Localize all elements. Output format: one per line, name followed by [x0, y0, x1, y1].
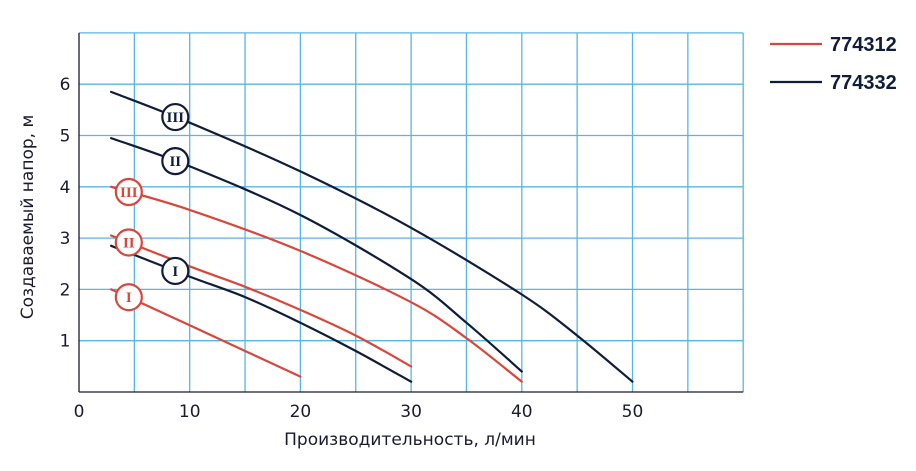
- legend: 774312 774332: [770, 34, 897, 94]
- legend-label: 774312: [830, 34, 897, 56]
- badge-774332-iii: III: [161, 102, 190, 132]
- x-tick-labels: 0 10 20 30 40 50: [74, 402, 644, 422]
- badge-label: III: [120, 185, 138, 201]
- badge-label: II: [169, 154, 181, 170]
- badge-label: II: [123, 235, 135, 251]
- axes: [78, 32, 744, 393]
- badge-circle: [161, 102, 190, 132]
- y-tick-labels: 1 2 3 4 5 6: [60, 75, 71, 352]
- curve-774312-iii: [110, 185, 523, 383]
- x-tick-label: 30: [400, 402, 422, 422]
- x-tick-label: 50: [622, 402, 644, 422]
- badge-774312-ii: II: [114, 228, 143, 257]
- curve-774332-i: [110, 244, 413, 383]
- y-tick-label: 2: [60, 280, 71, 300]
- y-tick-label: 4: [60, 178, 71, 198]
- badge-774312-iii: III: [114, 177, 143, 207]
- badge-label: III: [167, 110, 185, 126]
- y-tick-label: 5: [60, 127, 71, 147]
- badge-circle: [161, 147, 190, 176]
- y-tick-label: 3: [60, 229, 71, 249]
- badge-circle: [114, 177, 143, 207]
- x-tick-label: 20: [290, 402, 312, 422]
- x-tick-label: 10: [179, 402, 201, 422]
- badge-label: I: [126, 290, 132, 306]
- badge-774332-ii: II: [161, 147, 190, 176]
- badge-circle: [114, 228, 143, 257]
- badge-circle: [114, 283, 143, 312]
- x-axis-title: Производительность, л/мин: [284, 430, 536, 450]
- y-tick-label: 1: [60, 332, 71, 352]
- y-axis-title: Создаваемый напор, м: [18, 115, 38, 320]
- x-tick-label: 0: [74, 402, 85, 422]
- curve-774332-iii: [110, 90, 634, 383]
- badge-circle: [161, 256, 190, 286]
- badge-774332-i: I: [161, 256, 190, 286]
- x-tick-label: 40: [511, 402, 533, 422]
- badge-label: I: [172, 264, 178, 280]
- series-curves: [110, 90, 634, 383]
- badge-774312-i: I: [114, 283, 143, 312]
- legend-label: 774332: [830, 72, 897, 94]
- y-tick-label: 6: [60, 75, 71, 95]
- curve-774312-ii: [110, 234, 413, 368]
- grid: [79, 32, 744, 392]
